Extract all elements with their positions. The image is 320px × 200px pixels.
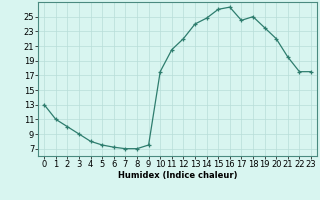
X-axis label: Humidex (Indice chaleur): Humidex (Indice chaleur) (118, 171, 237, 180)
